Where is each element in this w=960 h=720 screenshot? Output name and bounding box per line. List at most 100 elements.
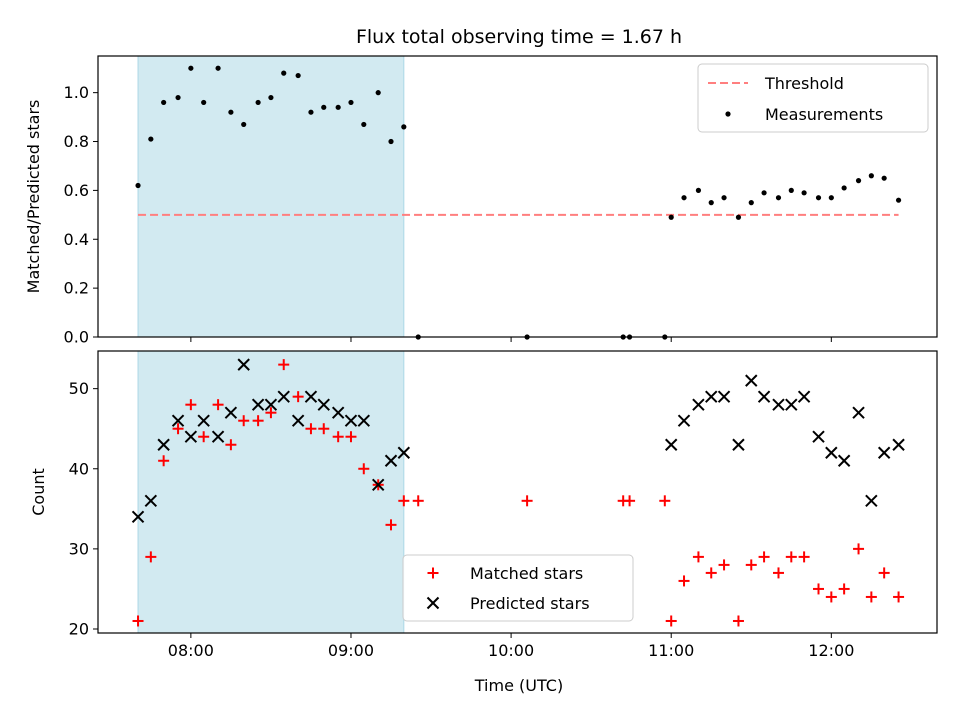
- predicted-star-point: [757, 390, 771, 403]
- matched-star-point: [785, 551, 797, 563]
- predicted-star-point: [852, 406, 865, 419]
- matched-star-point: [292, 391, 304, 403]
- matched-star-point: [745, 559, 757, 571]
- matched-star-point: [798, 551, 810, 563]
- series-1-1: [131, 358, 905, 524]
- y-axis-label: Count: [29, 468, 48, 516]
- matched-star-point: [305, 423, 317, 435]
- predicted-star-point: [144, 494, 158, 508]
- measurement-point: [295, 72, 301, 79]
- predicted-star-point: [304, 390, 318, 403]
- y-tick-label: 0.8: [64, 132, 89, 151]
- matched-star-point: [198, 431, 210, 443]
- legend-threshold-label: Threshold: [764, 74, 844, 93]
- axes-frame: [97, 350, 938, 634]
- matched-star-point: [678, 575, 690, 587]
- measurement-point: [895, 197, 902, 203]
- matched-star-point: [172, 423, 184, 435]
- measurement-point: [335, 104, 341, 110]
- matched-star-point: [158, 455, 170, 467]
- predicted-star-point: [277, 390, 290, 403]
- measurement-point: [375, 90, 381, 96]
- predicted-star-point: [211, 430, 225, 443]
- measurement-point: [668, 214, 674, 220]
- predicted-star-point: [677, 414, 691, 427]
- matched-star-point: [838, 583, 850, 595]
- measurement-point: [801, 190, 807, 196]
- y-tick-label: 0.0: [64, 328, 89, 347]
- measurement-point: [775, 195, 782, 201]
- series-0-0: [135, 65, 902, 340]
- predicted-star-point: [745, 374, 758, 387]
- measurement-point: [135, 182, 141, 189]
- matched-star-point: [318, 423, 330, 435]
- matched-star-point: [893, 591, 905, 603]
- matched-star-point: [358, 463, 370, 475]
- measurement-point: [201, 99, 207, 106]
- predicted-star-point: [705, 390, 718, 403]
- bottom-panel-counts: 20 30 40 50 08:00 09:00 10:00 11:00 12:00 Count Ma…: [29, 350, 938, 660]
- legend: Matched stars Predicted stars: [402, 554, 634, 622]
- measurement-point: [681, 195, 687, 201]
- predicted-star-point: [224, 406, 238, 419]
- y-tick-label: 0.4: [64, 230, 89, 249]
- x-tick-label: 12:00: [808, 641, 854, 660]
- matched-star-point: [265, 407, 277, 419]
- x-axis-label: Time (UTC): [474, 676, 563, 695]
- measurement-point: [761, 190, 767, 196]
- predicted-star-point: [317, 398, 330, 411]
- predicted-star-point: [397, 446, 411, 459]
- predicted-star-point: [877, 446, 891, 459]
- predicted-star-point: [785, 398, 798, 411]
- measurement-point: [708, 200, 714, 206]
- predicted-star-point: [717, 390, 731, 403]
- predicted-star-point: [692, 398, 705, 411]
- legend: Threshold Measurements: [697, 63, 929, 133]
- predicted-star-point: [264, 398, 278, 411]
- predicted-star-point: [344, 414, 358, 427]
- y-tick-label: 0.2: [64, 279, 89, 298]
- predicted-star-point: [331, 406, 345, 419]
- matched-star-point: [185, 399, 197, 411]
- chart-title: Flux total observing time = 1.67 h: [356, 26, 682, 48]
- predicted-star-point: [171, 414, 185, 427]
- matched-star-point: [705, 567, 717, 579]
- predicted-star-point: [772, 398, 785, 411]
- measurement-point: [361, 121, 367, 128]
- measurement-point: [241, 121, 247, 128]
- legend-measurements-swatch: [725, 111, 731, 117]
- legend-matched-swatch: [427, 567, 439, 579]
- predicted-star-point: [384, 454, 398, 467]
- predicted-star-point: [291, 414, 305, 427]
- matched-star-point: [758, 551, 770, 563]
- top-panel-ratio: 0.0 0.2 0.4 0.6 0.8 1.0 Matched/Predicted star…: [24, 55, 938, 347]
- matched-star-point: [385, 519, 397, 531]
- matched-star-point: [825, 591, 837, 603]
- measurement-point: [161, 99, 167, 106]
- measurement-point: [148, 136, 154, 142]
- y-tick-label: 1.0: [64, 83, 89, 102]
- measurement-point: [841, 185, 847, 191]
- matched-star-point: [878, 567, 890, 579]
- x-tick-label: 10:00: [488, 641, 534, 660]
- predicted-star-point: [825, 446, 838, 459]
- matched-star-point: [412, 495, 424, 507]
- y-tick-label: 0.6: [64, 181, 89, 200]
- legend-predicted-label: Predicted stars: [470, 594, 590, 613]
- legend-box: [697, 63, 929, 133]
- predicted-star-point: [251, 398, 265, 411]
- measurement-point: [788, 187, 794, 193]
- matched-star-point: [772, 567, 784, 579]
- measurement-point: [868, 173, 874, 179]
- x-tick-label: 11:00: [648, 641, 694, 660]
- measurement-point: [215, 65, 221, 71]
- y-axis-label: Matched/Predicted stars: [24, 100, 43, 294]
- matched-star-point: [398, 495, 410, 507]
- predicted-star-point: [197, 414, 210, 427]
- y-tick-label: 30: [69, 539, 89, 558]
- predicted-star-point: [797, 390, 811, 403]
- matched-star-point: [692, 551, 704, 563]
- predicted-star-point: [732, 438, 745, 451]
